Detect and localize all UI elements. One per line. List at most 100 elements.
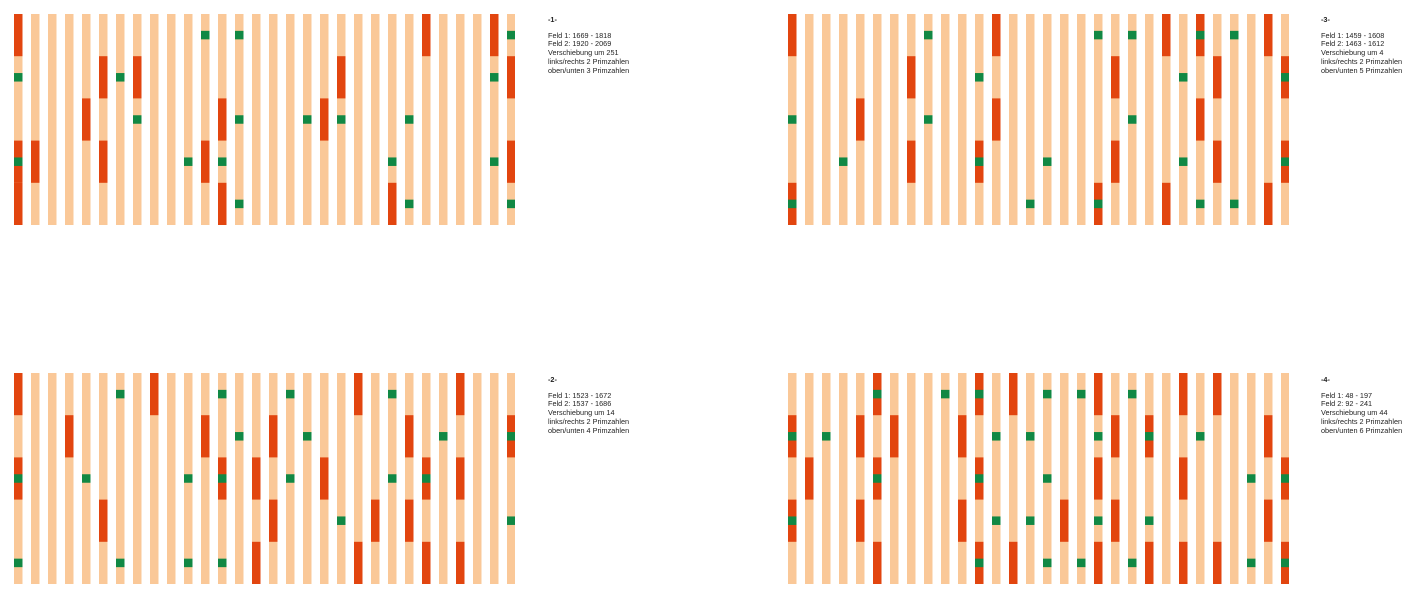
field-2-range: Feld 2: 1463 - 1612 (1321, 39, 1385, 49)
stripe-bar (405, 373, 414, 584)
panel-info-2: -2- Feld 1: 1523 - 1672 Feld 2: 1537 - 1… (548, 375, 629, 435)
red-segment (269, 499, 278, 542)
red-segment (422, 541, 431, 584)
stripe-bar (1077, 373, 1086, 584)
red-segment (890, 415, 899, 458)
stripe-bar (890, 14, 899, 225)
stripe-bar (133, 373, 142, 584)
green-marker (924, 115, 933, 124)
stripe-bar (1162, 373, 1171, 584)
stripe-bar (48, 14, 57, 225)
field-1-range: Feld 1: 48 - 197 (1321, 390, 1373, 400)
stripe-bar (31, 14, 40, 225)
red-segment (150, 373, 159, 416)
shift-value: Verschiebung um 251 (548, 48, 619, 58)
green-marker (1077, 558, 1086, 568)
stripe-bar (65, 14, 74, 225)
stripe-bar (150, 14, 159, 225)
top-bottom-primes: oben/unten 5 Primzahlen (1321, 65, 1403, 75)
panel-number: -2- (548, 375, 557, 384)
green-marker (975, 73, 984, 82)
red-segment (873, 541, 882, 584)
stripe-bar (907, 14, 916, 225)
green-marker (1196, 432, 1205, 441)
green-marker (1281, 558, 1289, 568)
green-marker (82, 474, 91, 483)
red-segment (1213, 541, 1222, 584)
red-segment (405, 415, 414, 458)
green-marker (337, 115, 346, 124)
green-marker (133, 115, 142, 124)
green-marker (422, 474, 431, 483)
green-marker (218, 389, 227, 399)
green-marker (1043, 558, 1052, 568)
stripe-bar (456, 14, 465, 225)
red-segment (218, 182, 227, 225)
field-1-range: Feld 1: 1523 - 1672 (548, 390, 612, 400)
stripe-bar (1145, 373, 1154, 584)
green-marker (975, 474, 984, 483)
field-2-range: Feld 2: 92 - 241 (1321, 399, 1373, 409)
green-marker (184, 157, 193, 166)
red-segment (1264, 499, 1273, 542)
field-2-range: Feld 2: 1537 - 1686 (548, 399, 612, 409)
red-segment (133, 56, 142, 99)
stripe-bar (48, 373, 57, 584)
stripe-bar (1281, 14, 1289, 225)
green-marker (975, 389, 984, 399)
green-marker (822, 432, 831, 441)
stripe-bar (1009, 14, 1018, 225)
green-marker (490, 157, 499, 166)
red-segment (1094, 541, 1103, 584)
red-segment (269, 415, 278, 458)
green-marker (14, 474, 23, 483)
green-marker (303, 115, 312, 124)
green-marker (405, 115, 414, 124)
stripe-bar (371, 373, 380, 584)
stripe-bar (958, 14, 967, 225)
left-right-primes: links/rechts 2 Primzahlen (1321, 416, 1403, 426)
stripe-bar (201, 373, 210, 584)
green-marker (839, 157, 848, 166)
stripe-bar (1196, 373, 1205, 584)
red-segment (422, 14, 431, 57)
green-marker (1145, 432, 1154, 441)
green-marker (873, 474, 882, 483)
stripe-bar (439, 373, 448, 584)
stripe-bar (890, 373, 899, 584)
stripe-bar (958, 373, 967, 584)
stripe-bar (1026, 373, 1035, 584)
stripe-bar (1264, 14, 1273, 225)
panel-info-1: -1- Feld 1: 1669 - 1818 Feld 2: 1920 - 2… (548, 15, 629, 75)
green-marker (1128, 30, 1137, 40)
red-segment (1162, 182, 1171, 225)
green-marker (388, 474, 397, 483)
stripe-bar (235, 373, 244, 584)
stripe-bar (856, 373, 865, 584)
green-marker (788, 115, 797, 124)
red-segment (1094, 373, 1103, 416)
red-segment (99, 56, 108, 99)
green-marker (873, 389, 882, 399)
stripe-bar (116, 373, 125, 584)
red-segment (1094, 457, 1103, 500)
red-segment (1162, 14, 1171, 57)
stripe-bar (14, 14, 23, 225)
red-segment (490, 14, 499, 57)
red-segment (252, 457, 261, 500)
red-segment (1196, 98, 1205, 141)
green-marker (1043, 474, 1052, 483)
stripe-bar (1077, 14, 1086, 225)
green-marker (788, 516, 797, 525)
red-segment (201, 140, 210, 183)
red-segment (99, 140, 108, 183)
green-marker (507, 516, 515, 525)
red-segment (456, 541, 465, 584)
left-right-primes: links/rechts 2 Primzahlen (1321, 56, 1403, 66)
field-1-range: Feld 1: 1459 - 1608 (1321, 30, 1385, 40)
green-marker (924, 30, 933, 40)
green-marker (1230, 199, 1239, 209)
green-marker (184, 558, 193, 568)
stripe-bar (822, 373, 831, 584)
stripe-bar (490, 373, 499, 584)
